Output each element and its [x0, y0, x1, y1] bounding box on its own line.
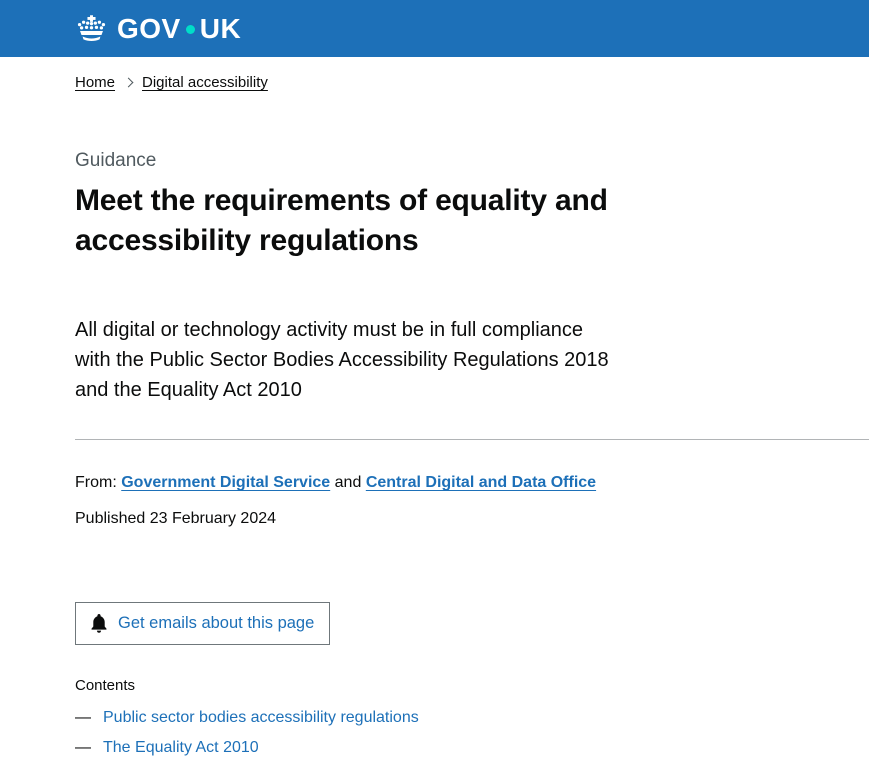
crown-icon	[75, 14, 108, 43]
main-content: Guidance Meet the requirements of equali…	[75, 150, 869, 757]
contents-link-equality-act[interactable]: The Equality Act 2010	[103, 739, 259, 756]
logo-wordmark: GOV UK	[117, 12, 242, 44]
from-conjunction: and	[334, 474, 362, 491]
contents-item: — The Equality Act 2010	[75, 738, 869, 757]
page-title: Meet the requirements of equality and ac…	[75, 184, 608, 257]
from-link-government-digital-service[interactable]: Government Digital Service	[121, 474, 331, 491]
chevron-right-icon	[123, 77, 134, 87]
from-line: From: Government Digital Service and Cen…	[75, 473, 869, 493]
dash-bullet: —	[75, 739, 91, 756]
govuk-header: GOV UK	[0, 0, 869, 57]
govuk-logo[interactable]: GOV UK	[75, 12, 242, 44]
bell-icon	[91, 613, 107, 633]
breadcrumb: Home Digital accessibility	[75, 74, 869, 91]
get-emails-button[interactable]: Get emails about this page	[75, 602, 331, 645]
dash-bullet: —	[75, 709, 91, 726]
breadcrumb-link-home[interactable]: Home	[75, 74, 116, 91]
contents-item: — Public sector bodies accessibility reg…	[75, 708, 869, 727]
logo-dot	[185, 25, 195, 34]
from-link-central-digital-and-data-office[interactable]: Central Digital and Data Office	[365, 474, 597, 491]
contents-section: Contents — Public sector bodies accessib…	[75, 677, 869, 757]
page-caption: Guidance	[75, 150, 157, 171]
contents-heading: Contents	[75, 677, 136, 694]
contents-link-public-sector-bodies[interactable]: Public sector bodies accessibility regul…	[103, 709, 419, 726]
from-label: From:	[75, 474, 117, 491]
contents-list: — Public sector bodies accessibility reg…	[75, 708, 869, 757]
section-divider	[75, 439, 869, 440]
published-date: Published 23 February 2024	[75, 510, 277, 527]
breadcrumb-link-digital-accessibility[interactable]: Digital accessibility	[142, 74, 268, 91]
get-emails-label: Get emails about this page	[118, 614, 315, 632]
lead-paragraph: All digital or technology activity must …	[75, 319, 609, 401]
